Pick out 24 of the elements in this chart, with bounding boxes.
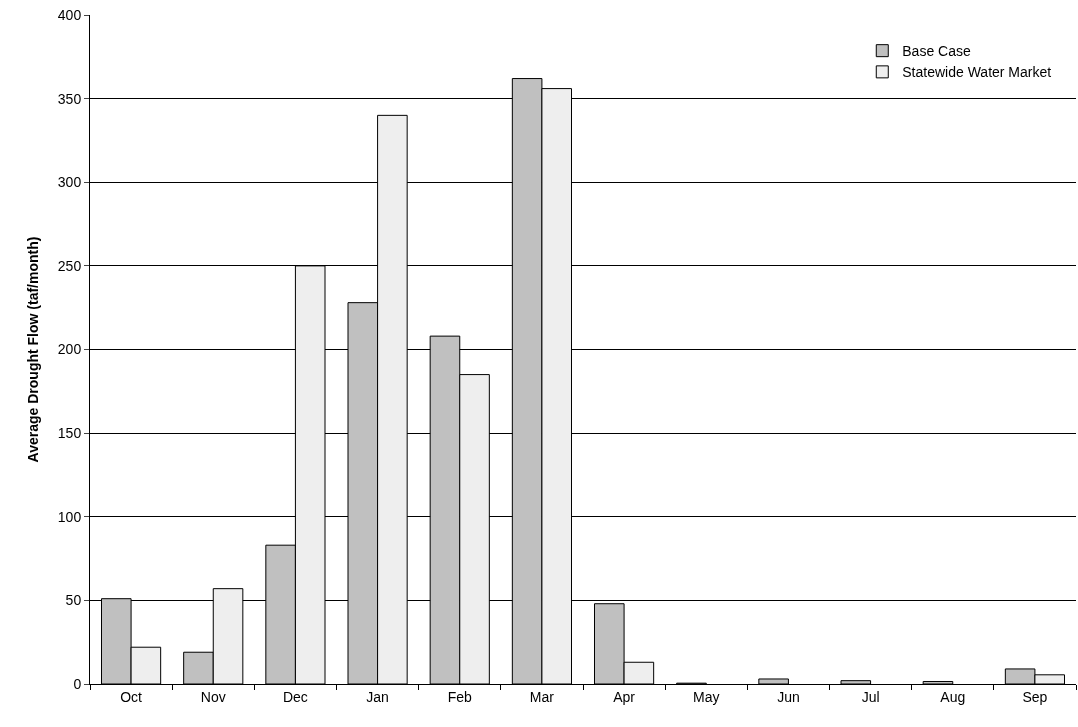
y-tick-label: 100 bbox=[57, 508, 82, 525]
y-tick-label: 200 bbox=[57, 341, 82, 358]
x-tick-label: Jul bbox=[861, 688, 880, 705]
y-axis-title: Average Drought Flow (taf/month) bbox=[25, 236, 42, 463]
x-tick-label: Oct bbox=[120, 688, 143, 705]
legend-label: Base Case bbox=[902, 43, 971, 60]
y-tick-label: 50 bbox=[65, 592, 82, 609]
x-tick-label: Mar bbox=[529, 688, 555, 705]
y-tick-label: 350 bbox=[57, 90, 82, 107]
x-tick-label: May bbox=[693, 688, 720, 705]
x-tick-label: Sep bbox=[1022, 688, 1048, 705]
x-tick-label: Jan bbox=[366, 688, 389, 705]
x-tick-label: Nov bbox=[200, 688, 226, 705]
x-tick-label: Dec bbox=[282, 688, 308, 705]
y-tick-label: 300 bbox=[57, 174, 82, 191]
x-tick-label: Jun bbox=[777, 688, 800, 705]
y-tick-label: 150 bbox=[57, 425, 82, 442]
y-tick-label: 250 bbox=[57, 257, 82, 274]
x-tick-label: Aug bbox=[940, 688, 966, 705]
y-tick-label: 400 bbox=[57, 6, 82, 23]
x-tick-label: Feb bbox=[447, 688, 473, 705]
y-tick-label: 0 bbox=[73, 675, 82, 692]
x-tick-label: Apr bbox=[613, 688, 636, 705]
legend-label: Statewide Water Market bbox=[902, 64, 1052, 81]
